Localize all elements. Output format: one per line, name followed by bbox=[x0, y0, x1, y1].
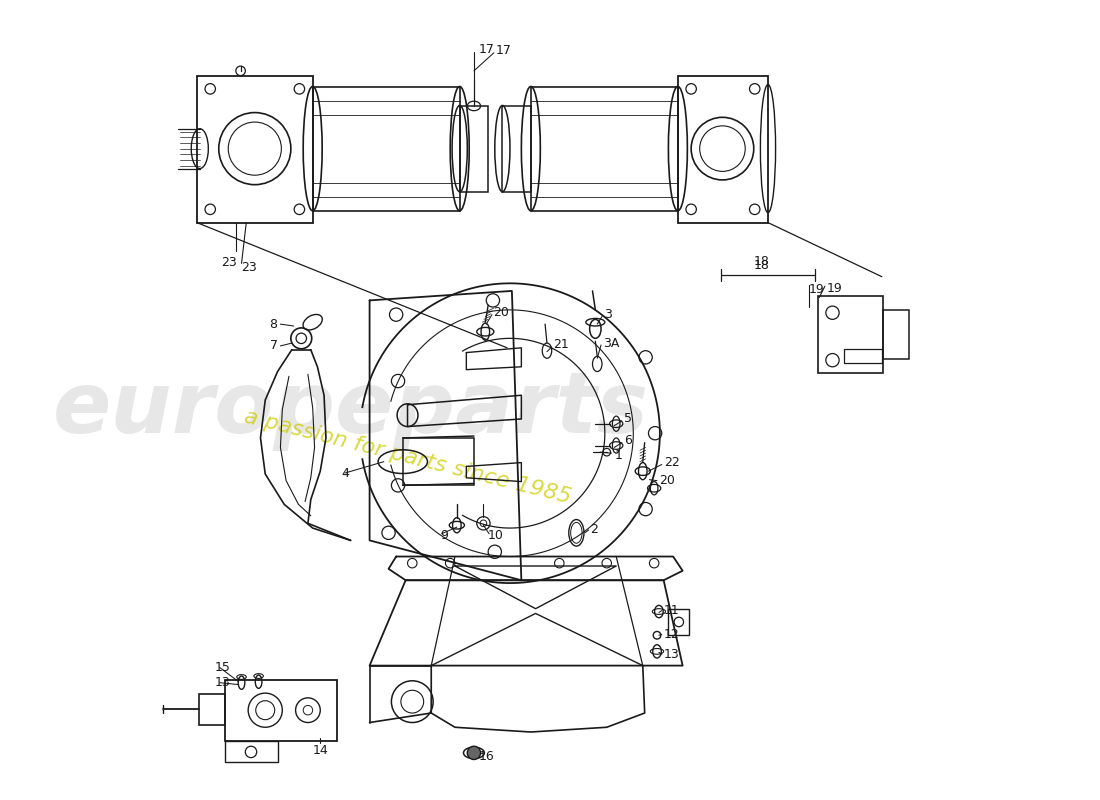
Bar bbox=[226, 742, 277, 762]
Text: 13: 13 bbox=[663, 648, 680, 661]
Text: 17: 17 bbox=[496, 45, 512, 58]
Text: 12: 12 bbox=[663, 628, 680, 641]
Circle shape bbox=[468, 746, 481, 759]
Text: 23: 23 bbox=[242, 261, 257, 274]
Bar bbox=[403, 438, 474, 486]
Text: 14: 14 bbox=[312, 745, 328, 758]
Bar bbox=[312, 87, 460, 211]
Text: 21: 21 bbox=[553, 338, 570, 351]
Text: 17: 17 bbox=[478, 42, 495, 55]
Text: a passion for parts since 1985: a passion for parts since 1985 bbox=[242, 406, 573, 507]
Text: 9: 9 bbox=[441, 529, 449, 542]
Bar bbox=[669, 609, 690, 635]
Text: 20: 20 bbox=[493, 306, 509, 319]
Text: 23: 23 bbox=[221, 256, 238, 269]
Text: 20: 20 bbox=[659, 474, 674, 487]
Text: 18: 18 bbox=[754, 255, 769, 268]
Bar bbox=[503, 106, 531, 192]
Bar bbox=[678, 75, 768, 222]
Bar bbox=[460, 106, 488, 192]
Bar bbox=[531, 87, 678, 211]
Text: 3A: 3A bbox=[603, 337, 619, 350]
Bar bbox=[818, 296, 883, 374]
Text: 1: 1 bbox=[614, 449, 623, 462]
Text: 5: 5 bbox=[624, 413, 631, 426]
Text: 3: 3 bbox=[604, 308, 612, 321]
Text: 11: 11 bbox=[663, 604, 680, 617]
Text: 22: 22 bbox=[663, 456, 680, 469]
Text: 2: 2 bbox=[591, 523, 598, 537]
Bar bbox=[197, 75, 312, 222]
Text: 19: 19 bbox=[827, 282, 843, 294]
Bar bbox=[199, 694, 226, 726]
Bar bbox=[844, 349, 882, 363]
Bar bbox=[226, 680, 338, 742]
Bar bbox=[883, 310, 910, 359]
Text: 4: 4 bbox=[341, 467, 349, 481]
Text: 10: 10 bbox=[488, 529, 504, 542]
Text: europeparts: europeparts bbox=[53, 368, 649, 451]
Text: 19: 19 bbox=[808, 282, 825, 295]
Text: 15: 15 bbox=[214, 661, 231, 674]
Text: 6: 6 bbox=[624, 434, 631, 447]
Text: 18: 18 bbox=[754, 259, 769, 272]
Text: 13: 13 bbox=[214, 676, 231, 689]
Text: 8: 8 bbox=[270, 318, 277, 330]
Text: 16: 16 bbox=[478, 750, 494, 763]
Text: 7: 7 bbox=[270, 339, 277, 353]
